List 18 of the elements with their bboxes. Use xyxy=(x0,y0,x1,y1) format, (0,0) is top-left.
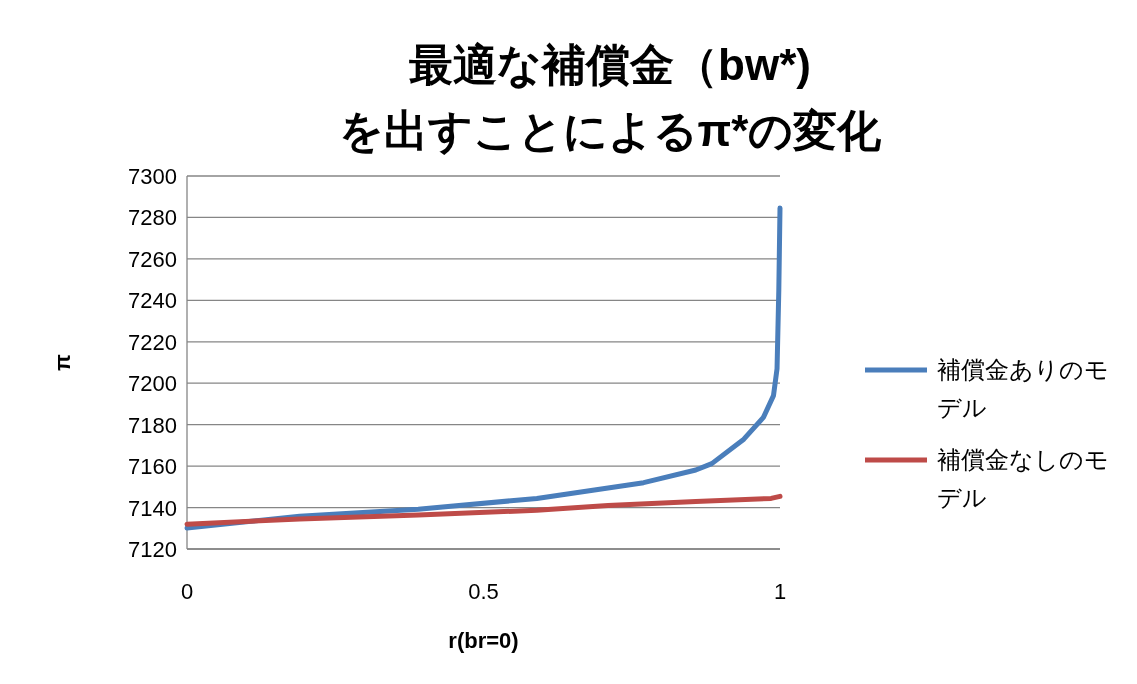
y-tick-label: 7160 xyxy=(128,454,177,480)
chart-title: 最適な補償金（bw*) を出すことによるπ*の変化 xyxy=(338,40,883,155)
y-axis-title: π xyxy=(50,353,75,371)
y-tick-label: 7180 xyxy=(128,412,177,438)
x-axis-title: r(br=0) xyxy=(448,628,519,653)
y-tick-label: 7120 xyxy=(128,537,177,562)
x-tick-label: 1 xyxy=(773,579,787,604)
legend-label: 補償金なしのモデル xyxy=(937,446,1109,511)
y-tick-label: 7200 xyxy=(128,371,177,397)
y-tick-label: 7280 xyxy=(128,205,177,231)
y-tick-label: 7140 xyxy=(128,495,177,521)
legend-label: 補償金ありのモデル xyxy=(937,356,1109,421)
x-tick-label: 0.5 xyxy=(468,579,499,604)
y-tick-label: 7260 xyxy=(128,246,177,272)
y-tick-label: 7220 xyxy=(128,329,177,355)
y-tick-label: 7240 xyxy=(128,288,177,314)
x-tick-label: 0 xyxy=(180,579,194,604)
y-tick-label: 7300 xyxy=(128,164,177,189)
